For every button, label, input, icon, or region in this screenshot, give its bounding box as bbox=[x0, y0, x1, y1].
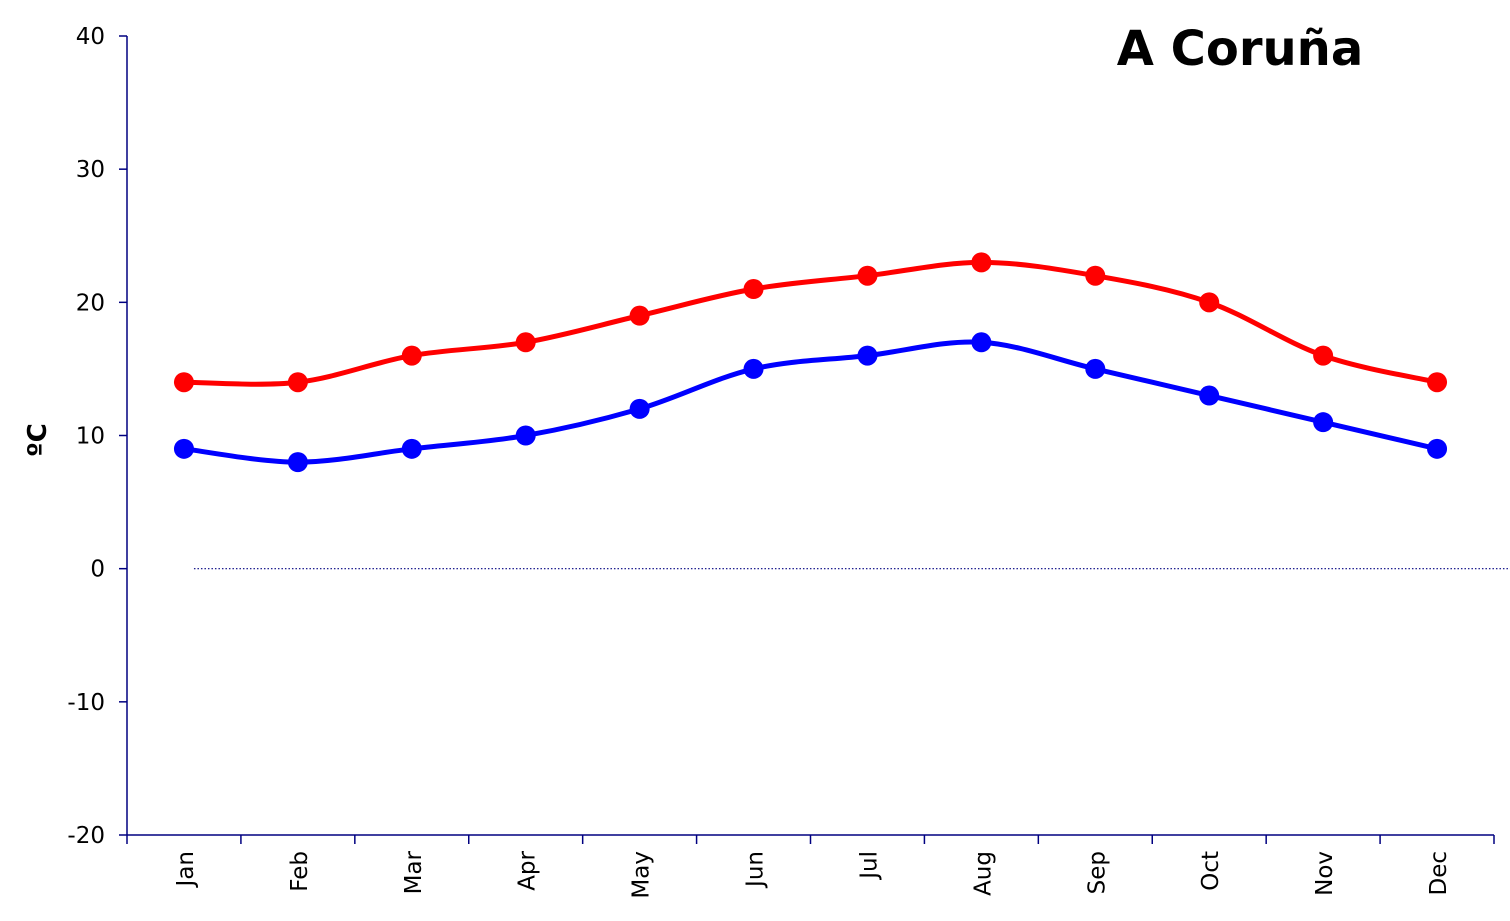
data-point bbox=[401, 438, 422, 459]
series-red bbox=[173, 252, 1448, 393]
data-point bbox=[173, 438, 194, 459]
series-blue bbox=[173, 332, 1448, 473]
y-tick-label: -10 bbox=[67, 690, 105, 716]
y-tick-label: 20 bbox=[76, 290, 105, 316]
data-point bbox=[857, 265, 878, 286]
data-point bbox=[287, 452, 308, 473]
data-point bbox=[515, 425, 536, 446]
axes-group: -20 -10 0 10 20 30 40 Jan Feb Mar Apr May Jun Jul Aug S… bbox=[67, 24, 1495, 899]
data-point bbox=[743, 279, 764, 300]
data-point bbox=[401, 345, 422, 366]
x-tick-label: Oct bbox=[1198, 851, 1224, 891]
chart-title: A Coruña bbox=[1117, 21, 1363, 77]
data-point bbox=[1427, 372, 1448, 393]
data-point bbox=[629, 305, 650, 326]
y-axis-label: ºC bbox=[23, 423, 53, 457]
x-tick-label: Dec bbox=[1426, 851, 1452, 896]
series-line bbox=[181, 339, 1440, 465]
data-point bbox=[1313, 345, 1334, 366]
data-point bbox=[1313, 412, 1334, 433]
x-tick-label: Nov bbox=[1312, 851, 1338, 896]
x-tick-label: Jan bbox=[173, 851, 199, 888]
data-point bbox=[287, 372, 308, 393]
data-point bbox=[1427, 438, 1448, 459]
data-point bbox=[173, 372, 194, 393]
data-point bbox=[857, 345, 878, 366]
y-tick-label: 0 bbox=[90, 557, 105, 583]
x-tick-label: Sep bbox=[1084, 851, 1110, 894]
data-point bbox=[1199, 385, 1220, 406]
y-tick-label: 40 bbox=[76, 24, 105, 50]
data-point bbox=[1199, 292, 1220, 313]
series-line bbox=[181, 259, 1440, 387]
y-tick-label: 30 bbox=[76, 157, 105, 183]
x-tick-label: Mar bbox=[401, 850, 427, 894]
x-tick-label: Feb bbox=[287, 851, 313, 892]
x-tick-label: Jun bbox=[743, 851, 769, 889]
x-tick-label: Aug bbox=[970, 851, 996, 896]
data-point bbox=[971, 252, 992, 273]
series-group bbox=[173, 252, 1448, 473]
x-tick-label: May bbox=[629, 851, 655, 899]
data-point bbox=[743, 358, 764, 379]
data-point bbox=[1085, 265, 1106, 286]
data-point bbox=[1085, 358, 1106, 379]
data-point bbox=[629, 398, 650, 419]
x-tick-label: Apr bbox=[515, 850, 541, 890]
y-tick-label: -20 bbox=[67, 823, 105, 849]
data-point bbox=[971, 332, 992, 353]
y-tick-label: 10 bbox=[76, 424, 105, 450]
data-point bbox=[515, 332, 536, 353]
x-tick-label: Jul bbox=[856, 851, 882, 881]
